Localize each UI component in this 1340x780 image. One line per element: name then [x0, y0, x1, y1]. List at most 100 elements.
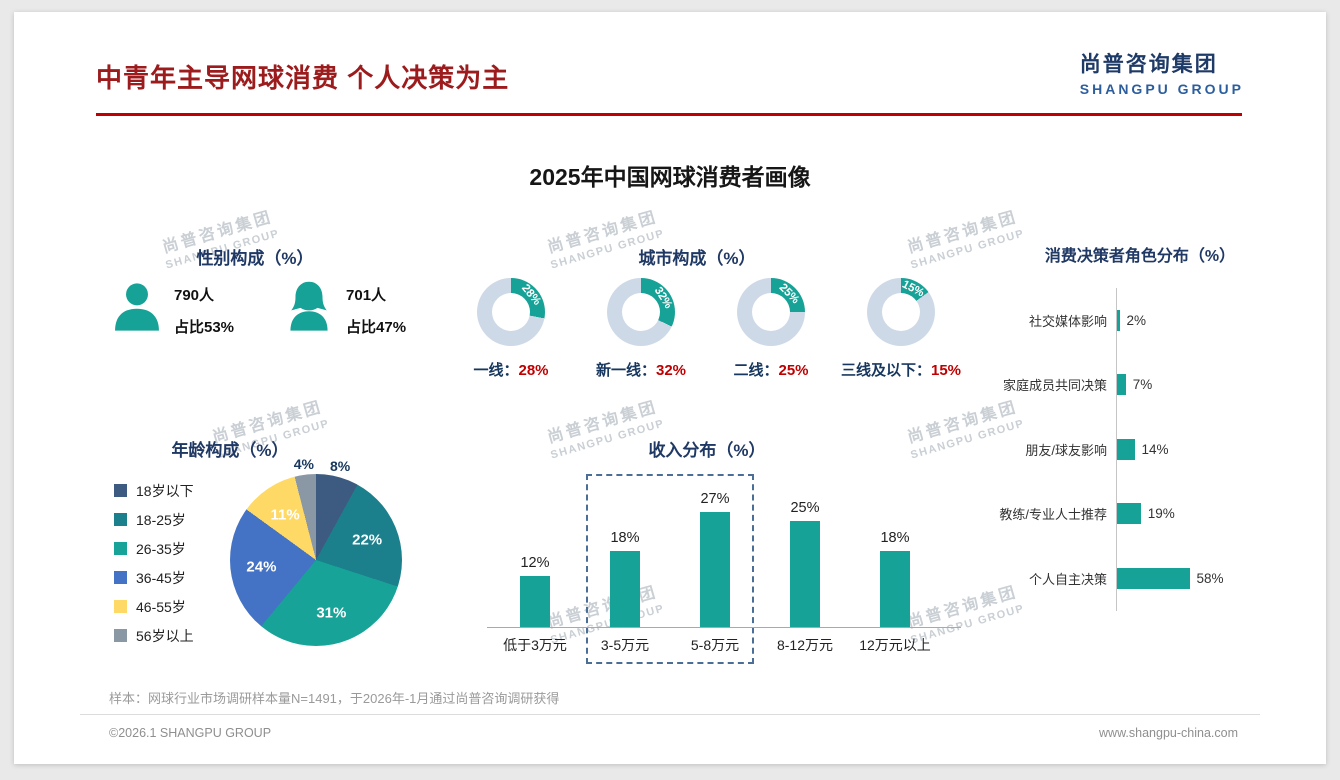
income-bar	[520, 576, 550, 627]
income-column: 27% 5-8万元	[667, 460, 763, 670]
income-category-label: 低于3万元	[503, 637, 567, 653]
decision-bar	[1117, 374, 1126, 396]
income-column: 18% 12万元以上	[847, 460, 943, 670]
city-label: 新一线：	[595, 362, 656, 379]
city-value: 15%	[930, 362, 962, 379]
gender-item: 790人 占比53%	[110, 276, 234, 343]
age-legend-item: 18岁以下	[114, 476, 194, 505]
decision-bar-zone: 14%	[1116, 417, 1302, 482]
footer-website-link[interactable]: www.shangpu-china.com	[1099, 726, 1238, 740]
decision-category-label: 家庭成员共同决策	[1002, 378, 1107, 394]
age-legend-item: 56岁以上	[114, 621, 194, 650]
decision-row: 教练/专业人士推荐 19%	[990, 481, 1302, 546]
donut-hole	[752, 293, 790, 331]
age-slice-label: 4%	[293, 455, 314, 472]
donut-hole	[882, 293, 920, 331]
city-value: 32%	[655, 362, 687, 379]
footer-divider	[80, 714, 1260, 715]
income-bar	[610, 550, 640, 627]
decision-bar-zone: 7%	[1116, 352, 1302, 417]
income-column: 25% 8-12万元	[757, 460, 853, 670]
city-caption: 二线：25%	[733, 359, 808, 380]
footer-copyright: ©2026.1 SHANGPU GROUP	[109, 726, 272, 740]
age-legend-item: 36-45岁	[114, 563, 194, 592]
income-section-heading: 收入分布（%）	[648, 441, 766, 460]
age-slice-label: 11%	[270, 506, 300, 523]
age-slice-label: 31%	[316, 604, 347, 622]
decision-category-label: 教练/专业人士推荐	[999, 507, 1107, 523]
income-category-label: 8-12万元	[776, 637, 834, 653]
gender-section-heading: 性别构成（%）	[196, 249, 314, 268]
city-donut-row: 28% 一线：28% 32% 新一线：32% 25% 二线：25% 15% 三线及以下：15%	[446, 278, 966, 380]
page-title: 中青年主导网球消费 个人决策为主	[96, 63, 510, 93]
decision-bar-zone: 19%	[1116, 481, 1302, 546]
donut-ring: 15%	[867, 278, 935, 346]
gender-share: 占比53%	[174, 319, 235, 336]
income-value: 12%	[520, 555, 550, 571]
decision-value: 7%	[1132, 377, 1153, 393]
city-donut: 28% 一线：28%	[446, 278, 576, 380]
age-legend: 18岁以下 18-25岁 26-35岁 36-45岁 46-55岁 56岁以上	[114, 476, 194, 650]
city-donut: 32% 新一线：32%	[576, 278, 706, 380]
city-label: 二线：	[733, 362, 779, 379]
age-slice-label: 8%	[329, 458, 351, 475]
male-icon	[110, 276, 164, 343]
income-bar	[880, 550, 910, 627]
income-value: 18%	[880, 529, 910, 546]
decision-bar	[1117, 438, 1135, 460]
logo-text-en: SHANGPU GROUP	[1079, 81, 1244, 97]
age-section-heading: 年龄构成（%）	[171, 441, 289, 460]
decision-value: 58%	[1196, 570, 1224, 586]
decision-category-label: 个人自主决策	[1028, 571, 1107, 587]
city-label: 一线：	[473, 362, 519, 379]
gender-count: 701人	[346, 287, 387, 304]
income-column: 12% 低于3万元	[487, 460, 583, 670]
age-legend-item: 46-55岁	[114, 592, 194, 621]
city-value: 28%	[518, 362, 549, 379]
legend-swatch	[114, 571, 127, 584]
gender-item: 701人 占比47%	[282, 276, 406, 343]
decision-bar	[1117, 309, 1120, 331]
income-highlight-box	[586, 474, 754, 664]
city-donut: 25% 二线：25%	[706, 278, 836, 380]
legend-swatch	[114, 629, 127, 642]
logo-text-cn: 尚普咨询集团	[1079, 53, 1218, 76]
income-axis-line	[487, 627, 961, 628]
income-category-label: 5-8万元	[690, 637, 740, 653]
gender-stats-row: 790人 占比53% 701人 占比47%	[110, 276, 406, 343]
decision-section-heading: 消费决策者角色分布（%）	[1044, 248, 1236, 265]
city-value: 25%	[778, 362, 809, 379]
infographic-title: 2025年中国网球消费者画像	[529, 164, 811, 190]
decision-bar	[1117, 503, 1141, 525]
donut-ring: 25%	[737, 278, 805, 346]
decision-bar-zone: 58%	[1116, 546, 1302, 611]
donut-hole	[492, 293, 530, 331]
income-column: 18% 3-5万元	[577, 460, 673, 670]
income-value: 27%	[700, 491, 730, 508]
age-slice-label: 22%	[352, 531, 383, 549]
decision-row: 个人自主决策 58%	[990, 546, 1302, 611]
age-slice-label: 24%	[246, 558, 277, 576]
income-value: 25%	[790, 499, 820, 516]
donut-ring: 32%	[607, 278, 675, 346]
income-bar	[700, 512, 730, 627]
age-legend-item: 26-35岁	[114, 534, 194, 563]
donut-hole	[622, 293, 660, 331]
decision-bar-chart: 社交媒体影响 2% 家庭成员共同决策 7% 朋友/球友影响 14% 教练/专业人士推荐 19%…	[990, 288, 1302, 611]
donut-ring: 28%	[477, 278, 545, 346]
gender-texts: 701人 占比47%	[346, 276, 406, 343]
sample-note: 样本：网球行业市场调研样本量N=1491，于2026年-1月通过尚普咨询调研获得	[109, 691, 560, 706]
decision-row: 朋友/球友影响 14%	[990, 417, 1302, 482]
decision-value: 14%	[1141, 441, 1169, 457]
slide-card: 尚普咨询集团 SHANGPU GROUP 尚普咨询集团 SHANGPU GROUP 尚普…	[14, 12, 1326, 764]
legend-label: 36-45岁	[136, 569, 186, 586]
decision-category-label: 社交媒体影响	[1028, 313, 1107, 329]
city-caption: 三线及以下：15%	[841, 359, 961, 380]
legend-label: 56岁以上	[136, 627, 194, 644]
income-category-label: 3-5万元	[600, 637, 650, 653]
decision-value: 2%	[1126, 312, 1147, 328]
city-section-heading: 城市构成（%）	[638, 249, 756, 268]
legend-swatch	[114, 513, 127, 526]
income-bar	[790, 520, 820, 627]
company-logo: 尚普咨询集团 SHANGPU GROUP	[1080, 48, 1244, 97]
